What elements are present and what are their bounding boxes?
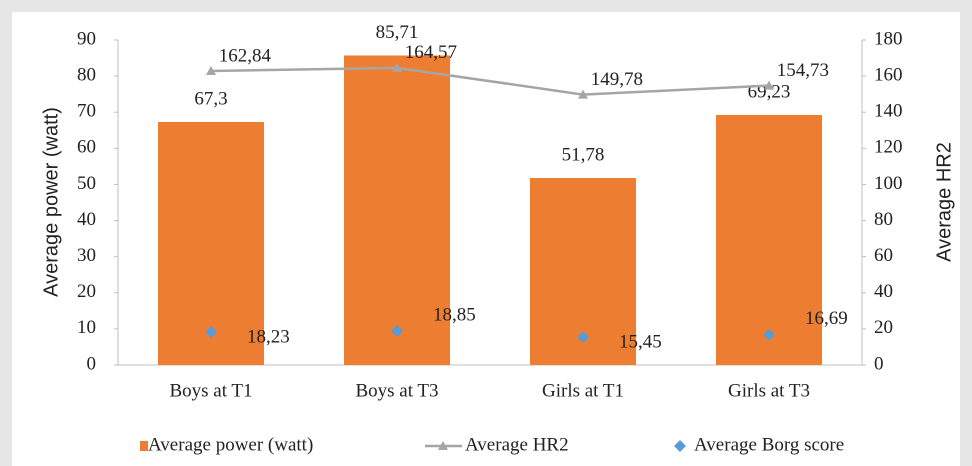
y-tick-label: 20 <box>77 281 96 302</box>
x-tick-label: Boys at T3 <box>355 380 438 401</box>
borg-value-label: 15,45 <box>619 331 662 352</box>
y2-tick-label: 80 <box>874 209 893 230</box>
hr-value-label: 154,73 <box>777 60 829 81</box>
y-tick-label: 0 <box>87 353 97 374</box>
y-tick-label: 30 <box>77 245 96 266</box>
y2-tick-label: 20 <box>874 317 893 338</box>
bar-value-label: 51,78 <box>562 144 605 165</box>
borg-marker <box>763 328 775 341</box>
hr-marker <box>392 62 402 72</box>
hr-value-label: 162,84 <box>219 45 272 66</box>
x-tick-label: Girls at T1 <box>542 380 624 401</box>
hr-marker <box>764 80 774 90</box>
x-tick-label: Boys at T1 <box>169 380 252 401</box>
hr-line <box>210 66 770 96</box>
borg-marker <box>391 324 403 337</box>
legend-label: Average HR2 <box>465 434 569 455</box>
legend-marker <box>674 440 686 452</box>
borg-marker <box>577 331 589 344</box>
y2-tick-label: 40 <box>874 281 893 302</box>
legend-marker <box>438 441 448 450</box>
y-axis-title: Average power (watt) <box>40 107 62 297</box>
borg-value-label: 18,23 <box>247 326 290 347</box>
y-tick-label: 10 <box>77 317 96 338</box>
legend-label: Average power (watt) <box>148 434 313 455</box>
y2-tick-label: 0 <box>874 353 884 374</box>
bar-value-label: 67,3 <box>194 88 227 109</box>
hr-value-label: 164,57 <box>405 42 457 63</box>
y2-tick-label: 180 <box>874 28 903 49</box>
bar <box>715 115 823 365</box>
y-tick-label: 90 <box>77 28 96 49</box>
borg-value-label: 18,85 <box>433 304 476 325</box>
borg-value-label: 16,69 <box>805 308 848 329</box>
y-tick-label: 60 <box>77 137 96 158</box>
legend-swatch <box>140 441 148 451</box>
y2-tick-label: 100 <box>874 173 903 194</box>
y2-tick-label: 140 <box>874 101 903 122</box>
borg-marker <box>205 326 217 339</box>
y-tick-label: 50 <box>77 173 96 194</box>
y2-tick-label: 60 <box>874 245 893 266</box>
x-tick-label: Girls at T3 <box>728 380 810 401</box>
hr-marker <box>206 65 216 75</box>
hr-marker <box>578 89 588 99</box>
bar-value-label: 85,71 <box>376 22 419 43</box>
y-tick-label: 70 <box>77 101 96 122</box>
legend-label: Average Borg score <box>694 434 844 455</box>
y2-axis-title: Average HR2 <box>933 142 955 262</box>
bar <box>157 121 265 365</box>
y-tick-label: 40 <box>77 209 96 230</box>
y-tick-label: 80 <box>77 64 96 85</box>
hr-value-label: 149,78 <box>591 69 643 90</box>
y2-tick-label: 120 <box>874 137 903 158</box>
y2-tick-label: 160 <box>874 64 903 85</box>
bar <box>343 55 451 365</box>
